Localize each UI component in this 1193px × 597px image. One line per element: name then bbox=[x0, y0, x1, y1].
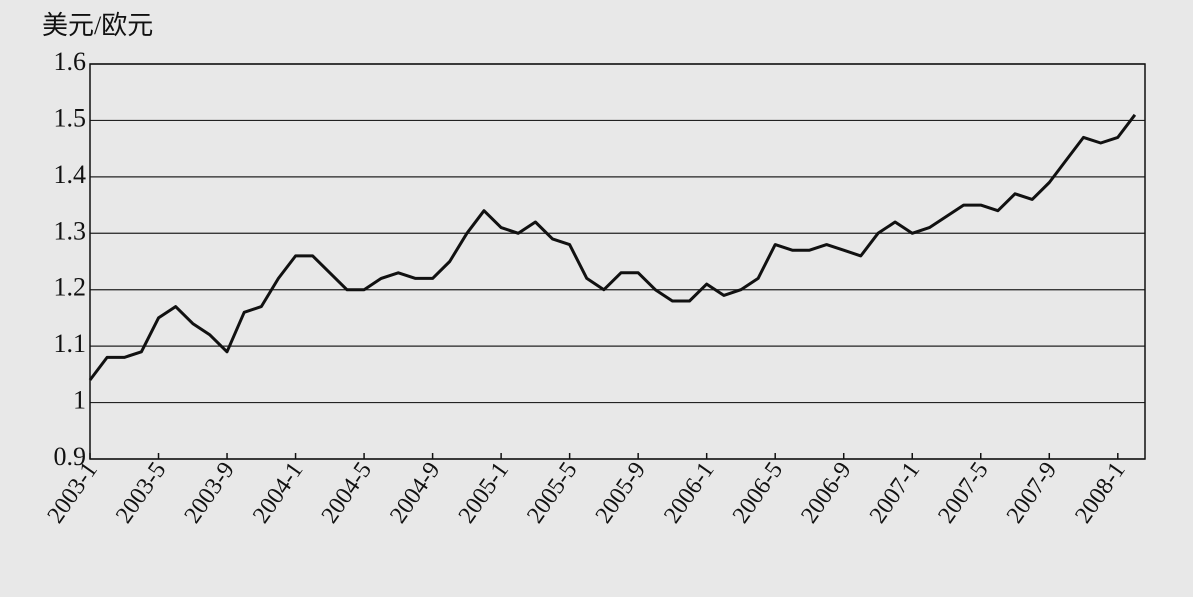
x-tick-label: 2003-5 bbox=[111, 458, 171, 529]
y-tick-label: 1.1 bbox=[54, 329, 87, 358]
x-tick-label: 2005-5 bbox=[522, 458, 582, 529]
data-line bbox=[88, 113, 1137, 381]
x-tick-label: 2006-9 bbox=[796, 458, 856, 529]
x-tick-label: 2004-5 bbox=[317, 458, 377, 529]
x-tick-label: 2005-1 bbox=[454, 458, 514, 529]
x-tick-label: 2006-1 bbox=[659, 458, 719, 529]
y-tick-label: 1.6 bbox=[54, 47, 87, 76]
x-tick-label: 2004-1 bbox=[248, 458, 308, 529]
x-tick-label: 2004-9 bbox=[385, 458, 445, 529]
y-tick-label: 1.5 bbox=[54, 103, 87, 132]
x-tick-label: 2003-9 bbox=[180, 458, 240, 529]
y-tick-label: 1.3 bbox=[54, 216, 87, 245]
x-tick-label: 2007-1 bbox=[865, 458, 925, 529]
x-tick-label: 2008-1 bbox=[1070, 458, 1130, 529]
y-tick-label: 1 bbox=[73, 386, 86, 415]
x-tick-label: 2006-5 bbox=[728, 458, 788, 529]
y-tick-label: 1.4 bbox=[54, 160, 87, 189]
x-tick-label: 2007-9 bbox=[1002, 458, 1062, 529]
y-tick-label: 0.9 bbox=[54, 442, 87, 471]
x-tick-label: 2007-5 bbox=[933, 458, 993, 529]
y-axis-label: 美元/欧元 bbox=[42, 11, 153, 40]
y-tick-label: 1.2 bbox=[54, 273, 87, 302]
plot-frame bbox=[89, 63, 1146, 460]
x-tick-label: 2005-9 bbox=[591, 458, 651, 529]
